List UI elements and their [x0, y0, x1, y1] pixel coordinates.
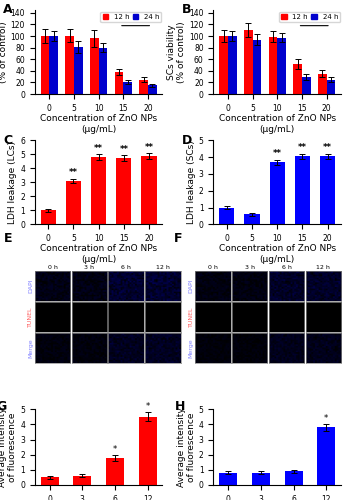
Text: **: ** [144, 142, 153, 152]
Bar [317, 428, 335, 485]
Y-axis label: TUNEL: TUNEL [29, 306, 33, 327]
Bar [142, 156, 157, 224]
X-axis label: Concentration of ZnO NPs
(μg/mL): Concentration of ZnO NPs (μg/mL) [40, 114, 157, 134]
Bar [123, 82, 132, 94]
Text: **: ** [298, 143, 307, 152]
Bar [116, 158, 132, 224]
Title: 6 h: 6 h [121, 265, 131, 270]
Bar [73, 476, 91, 485]
Y-axis label: DAPI: DAPI [189, 278, 194, 293]
Title: 0 h: 0 h [48, 265, 57, 270]
Bar [219, 36, 228, 94]
Text: **: ** [323, 143, 332, 152]
Y-axis label: SCs viability
(% of control): SCs viability (% of control) [167, 21, 187, 83]
Bar [244, 214, 260, 224]
Title: 6 h: 6 h [282, 265, 292, 270]
Bar [74, 47, 82, 94]
Text: **: ** [94, 144, 103, 153]
Text: A: A [3, 4, 13, 16]
Text: *: * [113, 444, 117, 454]
Bar [66, 181, 81, 224]
Y-axis label: Average intensity
of fluorescence: Average intensity of fluorescence [0, 408, 17, 487]
Title: 3 h: 3 h [245, 265, 255, 270]
Bar [114, 72, 123, 94]
Bar [277, 38, 286, 94]
Bar [41, 478, 58, 485]
Text: H: H [175, 400, 185, 413]
X-axis label: Concentration of ZnO NPs
(μg/mL): Concentration of ZnO NPs (μg/mL) [219, 114, 336, 134]
Bar [228, 36, 237, 94]
Y-axis label: Merge: Merge [189, 338, 194, 358]
Text: B: B [182, 4, 191, 16]
Bar [252, 473, 270, 485]
Bar [285, 472, 302, 485]
Y-axis label: DAPI: DAPI [29, 278, 33, 293]
Title: 12 h: 12 h [156, 265, 170, 270]
Text: **: ** [119, 144, 128, 154]
Bar [49, 36, 58, 94]
Text: G: G [0, 400, 7, 413]
Title: 3 h: 3 h [84, 265, 94, 270]
Bar [98, 48, 107, 94]
Y-axis label: LDH leakage (SCs): LDH leakage (SCs) [187, 140, 196, 224]
Y-axis label: Average intensity
of fluorescence: Average intensity of fluorescence [177, 408, 196, 487]
Bar [91, 157, 106, 224]
Text: **: ** [69, 168, 78, 177]
Y-axis label: LCs viability
(% of control): LCs viability (% of control) [0, 21, 8, 83]
Legend: 12 h, 24 h: 12 h, 24 h [101, 12, 161, 22]
Bar [244, 30, 253, 94]
Bar [269, 36, 277, 94]
Legend: 12 h, 24 h: 12 h, 24 h [279, 12, 340, 22]
Y-axis label: TUNEL: TUNEL [189, 306, 194, 327]
Title: 0 h: 0 h [208, 265, 218, 270]
Bar [318, 74, 327, 94]
Text: C: C [3, 134, 12, 146]
Text: *: * [145, 402, 150, 411]
X-axis label: Concentration of ZnO NPs
(μg/mL): Concentration of ZnO NPs (μg/mL) [219, 244, 336, 264]
Bar [320, 156, 335, 224]
Bar [327, 80, 335, 94]
Y-axis label: LDH leakage (LCs): LDH leakage (LCs) [8, 141, 17, 224]
Bar [253, 40, 261, 94]
Bar [270, 162, 285, 224]
Bar [41, 210, 56, 224]
Bar [219, 208, 234, 224]
Bar [295, 156, 310, 224]
Bar [41, 36, 49, 94]
Text: E: E [3, 232, 12, 245]
Text: **: ** [132, 16, 140, 24]
Title: 12 h: 12 h [316, 265, 330, 270]
Text: *: * [324, 414, 329, 422]
Text: F: F [174, 232, 182, 245]
Bar [139, 417, 157, 485]
X-axis label: Concentration of ZnO NPs
(μg/mL): Concentration of ZnO NPs (μg/mL) [40, 244, 157, 264]
Bar [219, 473, 237, 485]
Bar [293, 64, 302, 94]
Bar [65, 36, 74, 94]
Bar [106, 458, 124, 485]
Text: D: D [182, 134, 192, 146]
Text: **: ** [310, 16, 318, 24]
Bar [90, 38, 98, 94]
Bar [139, 80, 148, 94]
Y-axis label: Merge: Merge [29, 338, 33, 358]
Text: **: ** [273, 149, 282, 158]
Bar [302, 78, 310, 94]
Bar [148, 86, 157, 94]
